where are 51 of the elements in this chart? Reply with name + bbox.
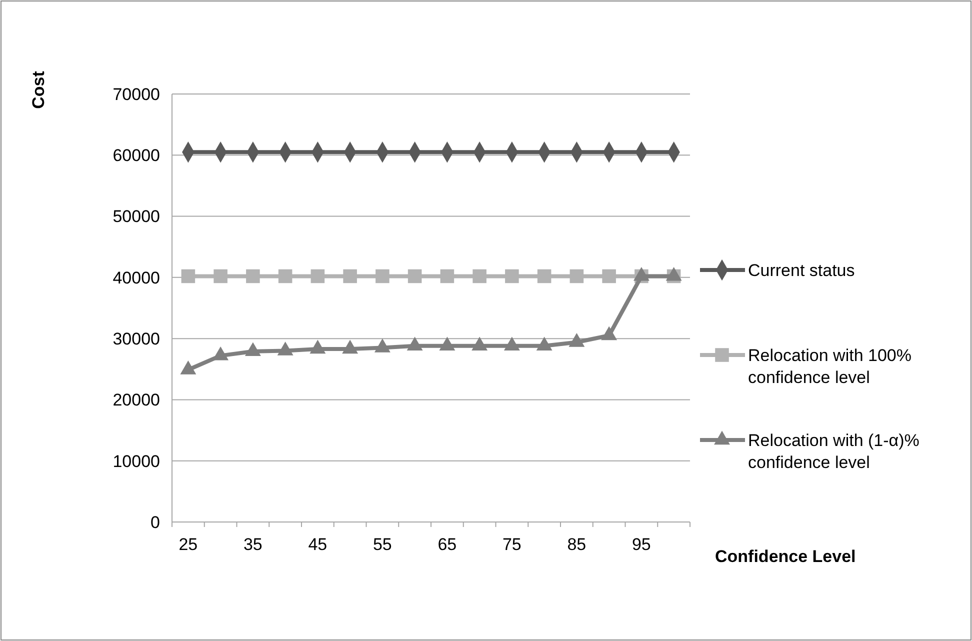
point (212, 346, 229, 360)
point (537, 269, 552, 284)
x-tick-label: 25 (178, 535, 198, 554)
x-tick-label: 55 (372, 535, 392, 554)
y-axis-title: Cost (29, 70, 48, 109)
point (374, 338, 390, 352)
x-axis-title: Confidence Level (715, 547, 856, 566)
point (666, 267, 682, 281)
y-tick-label: 60000 (112, 146, 160, 166)
y-tick-label: 40000 (112, 268, 160, 288)
point (406, 336, 423, 351)
y-tick-label: 70000 (112, 84, 160, 104)
point (376, 269, 390, 284)
point (536, 336, 552, 351)
x-tick-label: 45 (308, 535, 328, 554)
point (633, 267, 650, 281)
point (408, 269, 422, 284)
legend-label: Relocation with 100% confidence level (748, 346, 912, 388)
point (277, 342, 294, 356)
point (342, 340, 358, 354)
y-tick-label: 30000 (112, 330, 160, 349)
y-tick-label: 10000 (112, 452, 160, 471)
legend-label: Relocation with (1-α)% confidence level (748, 430, 920, 472)
point (504, 336, 520, 351)
point (601, 326, 618, 340)
y-tick-label: 20000 (112, 390, 160, 410)
point (440, 269, 454, 284)
point (505, 269, 519, 284)
point (570, 269, 584, 284)
point (244, 342, 261, 356)
y-tick-label: 50000 (112, 207, 160, 226)
point (246, 269, 260, 284)
x-tick-label: 75 (502, 535, 522, 554)
point (472, 336, 488, 351)
point (278, 269, 292, 284)
x-tick-label: 85 (567, 535, 586, 554)
point (181, 269, 196, 284)
point (472, 269, 486, 284)
y-tick-label: 0 (150, 512, 160, 532)
point (310, 269, 325, 284)
point (310, 340, 326, 354)
point (439, 336, 456, 351)
point (602, 269, 616, 284)
point (180, 360, 196, 374)
point (214, 269, 228, 284)
x-tick-label: 35 (243, 535, 262, 554)
point (343, 269, 357, 284)
point (568, 333, 585, 347)
x-tick-label: 65 (438, 535, 457, 554)
x-tick-label: 95 (632, 535, 651, 554)
legend-label: Current status (748, 260, 855, 280)
